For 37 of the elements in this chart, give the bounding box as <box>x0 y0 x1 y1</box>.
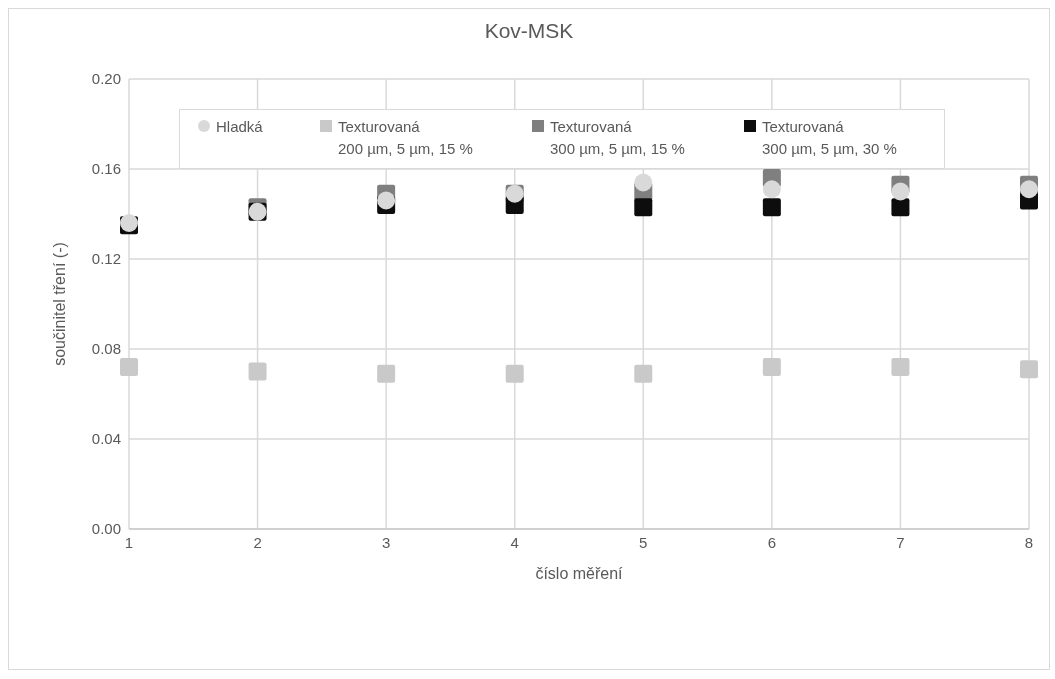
point <box>1020 360 1038 379</box>
point <box>634 198 653 217</box>
point <box>762 198 781 217</box>
point <box>634 364 653 383</box>
y-tick-label: 0.20 <box>91 70 121 88</box>
point <box>377 364 396 383</box>
y-tick-label: 0.16 <box>91 160 121 178</box>
point <box>120 358 138 376</box>
chart-title: Kov-MSK <box>483 19 575 43</box>
y-tick-label: 0.04 <box>91 430 121 448</box>
x-tick-label: 1 <box>124 533 134 551</box>
x-tick-label: 3 <box>381 533 391 551</box>
point <box>505 364 524 383</box>
point <box>634 173 653 192</box>
y-tick-label: 0.00 <box>91 520 121 538</box>
x-tick-label: 5 <box>639 533 648 551</box>
point <box>1020 180 1038 199</box>
y-axis-title: součinitel tření (-) <box>50 242 68 366</box>
point <box>891 358 910 376</box>
point <box>248 362 267 381</box>
x-tick-label: 4 <box>510 533 519 551</box>
point <box>762 180 781 199</box>
x-tick-label: 2 <box>253 533 262 551</box>
y-tick-label: 0.08 <box>91 340 121 358</box>
x-axis-title: číslo měření <box>535 565 624 582</box>
x-tick-label: 8 <box>1024 533 1034 551</box>
x-tick-label: 7 <box>896 533 905 551</box>
legend-label: Texturovaná 300 µm, 5 µm, 30 % <box>762 117 897 159</box>
legend-label: Hladká <box>216 117 263 137</box>
legend-label: Texturovaná 300 µm, 5 µm, 15 % <box>550 117 685 159</box>
legend-label: Texturovaná 200 µm, 5 µm, 15 % <box>338 117 473 159</box>
y-tick-label: 0.12 <box>91 250 121 268</box>
point <box>891 182 910 201</box>
x-tick-label: 6 <box>767 533 777 551</box>
point <box>762 358 781 376</box>
point <box>891 198 910 217</box>
point <box>377 191 396 210</box>
